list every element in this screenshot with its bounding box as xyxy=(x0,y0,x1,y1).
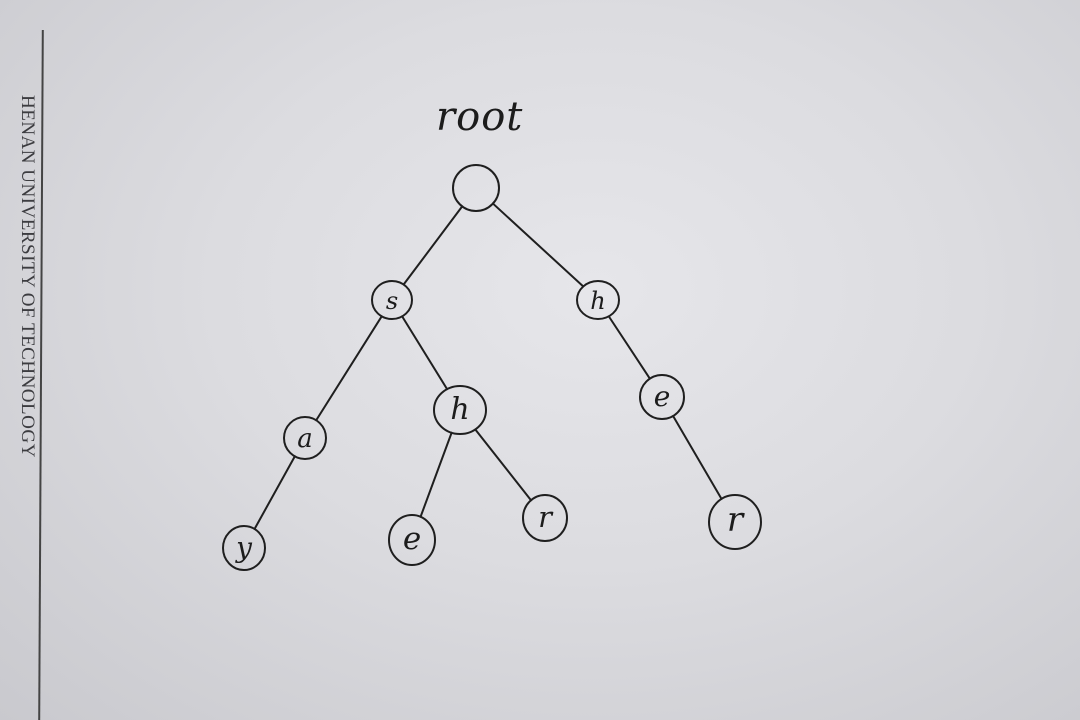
node-e-right: e xyxy=(639,374,685,420)
node-label: e xyxy=(403,521,421,557)
node-h-mid: h xyxy=(433,385,487,435)
edge-a-y xyxy=(253,455,296,530)
edge-e-right-r-right xyxy=(672,414,723,500)
node-circle xyxy=(576,280,620,320)
edge-s-a xyxy=(315,315,383,422)
node-e-mid: e xyxy=(388,514,436,566)
node-label: r xyxy=(727,500,745,540)
edge-root-h-top xyxy=(491,202,585,288)
node-r-right: r xyxy=(708,494,762,550)
root-label: root xyxy=(436,94,524,140)
node-circle xyxy=(639,374,685,420)
node-circle xyxy=(708,494,762,550)
node-y: y xyxy=(222,525,266,571)
edge-root-s xyxy=(402,205,464,286)
edges xyxy=(253,202,723,530)
edge-h-top-e-right xyxy=(607,315,651,380)
university-header: HENAN UNIVERSITY OF TECHNOLOGY xyxy=(17,95,38,458)
node-circle xyxy=(522,494,568,542)
node-circle xyxy=(222,525,266,571)
nodes: s h a h e y e r r xyxy=(222,164,762,571)
node-label: a xyxy=(297,424,313,454)
node-label: h xyxy=(450,392,469,427)
node-circle xyxy=(388,514,436,566)
node-circle xyxy=(371,280,413,320)
node-label: e xyxy=(654,380,671,413)
node-root xyxy=(452,164,500,212)
edge-h-mid-e-mid xyxy=(419,431,453,518)
node-label: h xyxy=(590,287,605,315)
node-circle xyxy=(452,164,500,212)
node-a: a xyxy=(283,416,327,460)
node-label: s xyxy=(386,287,398,315)
node-s: s xyxy=(371,280,413,320)
node-h-top: h xyxy=(576,280,620,320)
edge-s-h-mid xyxy=(401,315,449,391)
node-r-mid: r xyxy=(522,494,568,542)
node-circle xyxy=(283,416,327,460)
node-circle xyxy=(433,385,487,435)
node-label: y xyxy=(234,531,253,564)
node-label: r xyxy=(538,500,554,534)
edge-h-mid-r-mid xyxy=(474,428,533,502)
